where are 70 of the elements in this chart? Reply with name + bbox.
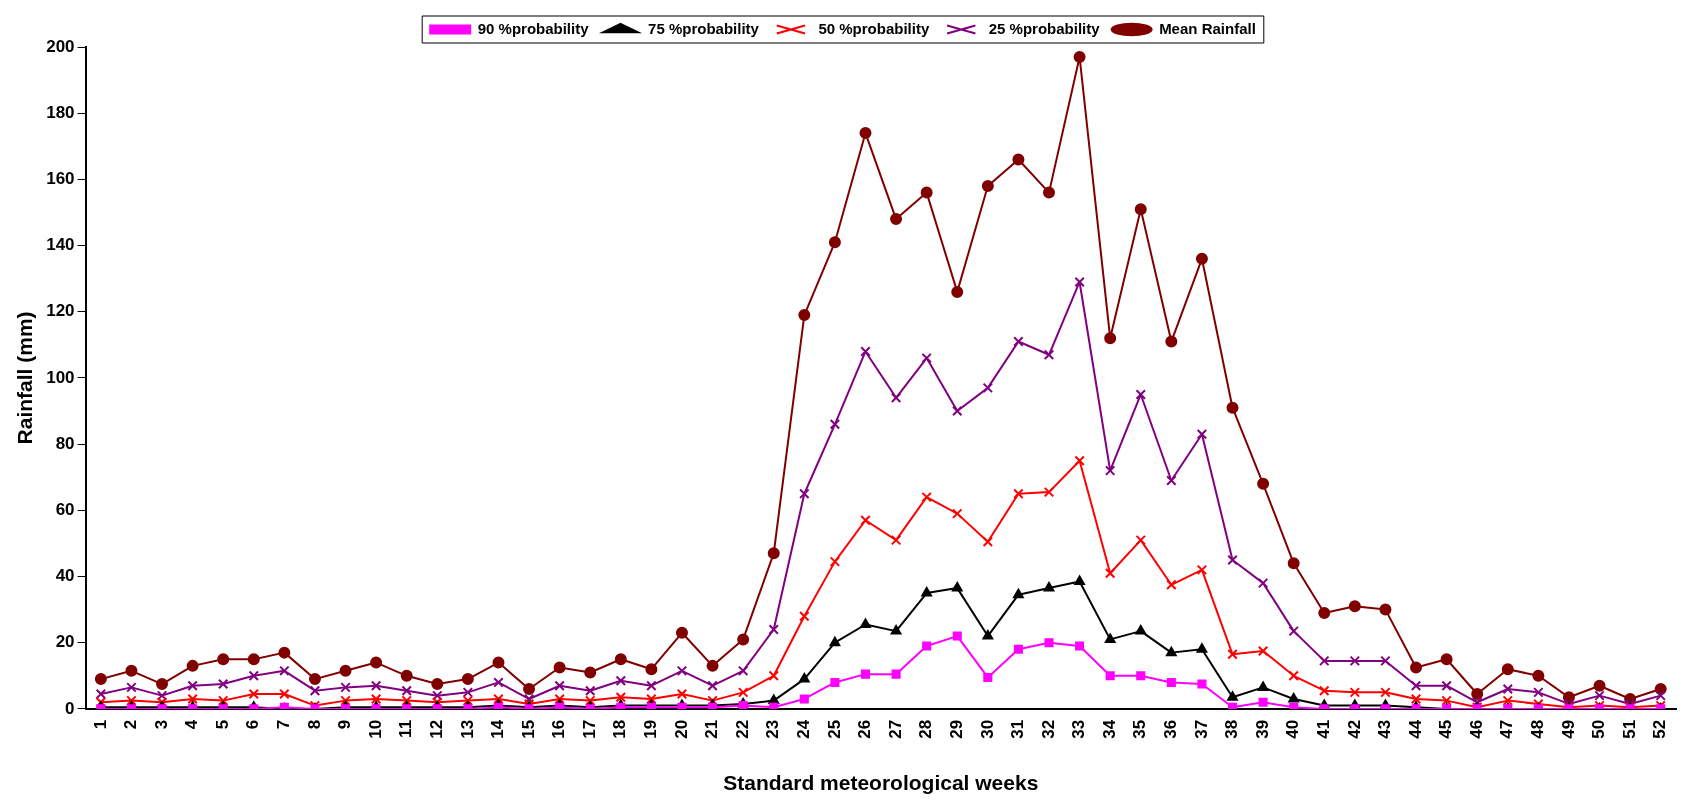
x-tick-label: 27 xyxy=(885,719,905,739)
x-tick-label: 12 xyxy=(426,719,446,739)
x-tick-label: 26 xyxy=(855,719,875,739)
x-tick-label: 52 xyxy=(1650,719,1670,739)
x-tick-label: 23 xyxy=(763,719,783,739)
x-tick-label: 3 xyxy=(151,719,171,730)
y-tick-label: 180 xyxy=(46,102,75,122)
y-tick-label: 20 xyxy=(55,632,75,652)
x-tick-label: 25 xyxy=(824,719,844,739)
legend-label: 90 %probability xyxy=(477,19,590,37)
x-tick-label: 31 xyxy=(1008,719,1028,739)
x-tick-label: 46 xyxy=(1466,719,1486,739)
x-tick-label: 10 xyxy=(365,719,385,739)
x-tick-label: 37 xyxy=(1191,719,1211,739)
y-tick-label: 40 xyxy=(55,566,75,586)
x-tick-label: 32 xyxy=(1038,719,1058,739)
x-tick-label: 28 xyxy=(916,719,936,739)
y-axis-title: Rainfall (mm) xyxy=(13,311,37,445)
legend-label: Mean Rainfall xyxy=(1159,19,1256,37)
x-tick-label: 24 xyxy=(794,719,814,739)
x-tick-label: 7 xyxy=(274,719,294,730)
x-tick-label: 38 xyxy=(1222,719,1242,739)
y-tick-label: 200 xyxy=(46,36,75,56)
x-tick-label: 29 xyxy=(946,719,966,739)
x-tick-label: 2 xyxy=(121,719,141,730)
x-tick-label: 50 xyxy=(1589,719,1609,739)
x-tick-label: 48 xyxy=(1528,719,1548,739)
x-tick-label: 15 xyxy=(518,719,538,739)
x-tick-label: 22 xyxy=(732,719,752,739)
x-tick-label: 34 xyxy=(1099,719,1119,739)
x-tick-label: 41 xyxy=(1313,719,1333,739)
x-tick-label: 51 xyxy=(1619,719,1639,739)
y-tick-label: 0 xyxy=(65,698,75,718)
x-tick-label: 42 xyxy=(1344,719,1364,739)
x-tick-label: 30 xyxy=(977,719,997,739)
x-tick-label: 16 xyxy=(549,719,569,739)
x-tick-label: 45 xyxy=(1436,719,1456,739)
x-tick-label: 33 xyxy=(1069,719,1089,739)
x-tick-label: 5 xyxy=(212,719,232,730)
x-tick-label: 44 xyxy=(1405,719,1425,739)
y-tick-label: 80 xyxy=(55,433,75,453)
x-tick-label: 20 xyxy=(671,719,691,739)
x-tick-label: 11 xyxy=(396,719,416,738)
x-tick-label: 1 xyxy=(90,719,110,730)
y-tick-label: 160 xyxy=(46,169,75,189)
x-tick-label: 49 xyxy=(1558,719,1578,739)
x-tick-label: 6 xyxy=(243,719,263,730)
x-tick-label: 9 xyxy=(335,719,355,730)
x-tick-label: 35 xyxy=(1130,719,1150,739)
x-tick-label: 14 xyxy=(488,719,508,739)
x-tick-label: 40 xyxy=(1283,719,1303,739)
y-tick-label: 140 xyxy=(46,235,75,255)
x-axis-title: Standard meteorological weeks xyxy=(723,771,1039,795)
x-tick-label: 8 xyxy=(304,719,324,730)
x-tick-label: 39 xyxy=(1252,719,1272,739)
x-tick-label: 13 xyxy=(457,719,477,739)
legend-label: 75 %probability xyxy=(648,19,760,37)
x-tick-label: 4 xyxy=(182,719,202,730)
x-tick-label: 36 xyxy=(1161,719,1181,739)
y-tick-label: 120 xyxy=(46,301,75,321)
x-tick-label: 19 xyxy=(641,719,661,739)
y-tick-label: 100 xyxy=(46,367,75,387)
y-tick-label: 60 xyxy=(55,500,75,520)
x-tick-label: 18 xyxy=(610,719,630,739)
x-tick-label: 17 xyxy=(579,719,599,739)
legend-label: 50 %probability xyxy=(818,19,930,37)
legend-label: 25 %probability xyxy=(988,19,1101,37)
x-tick-label: 43 xyxy=(1375,719,1395,739)
x-tick-label: 21 xyxy=(702,719,722,739)
x-tick-label: 47 xyxy=(1497,719,1517,739)
